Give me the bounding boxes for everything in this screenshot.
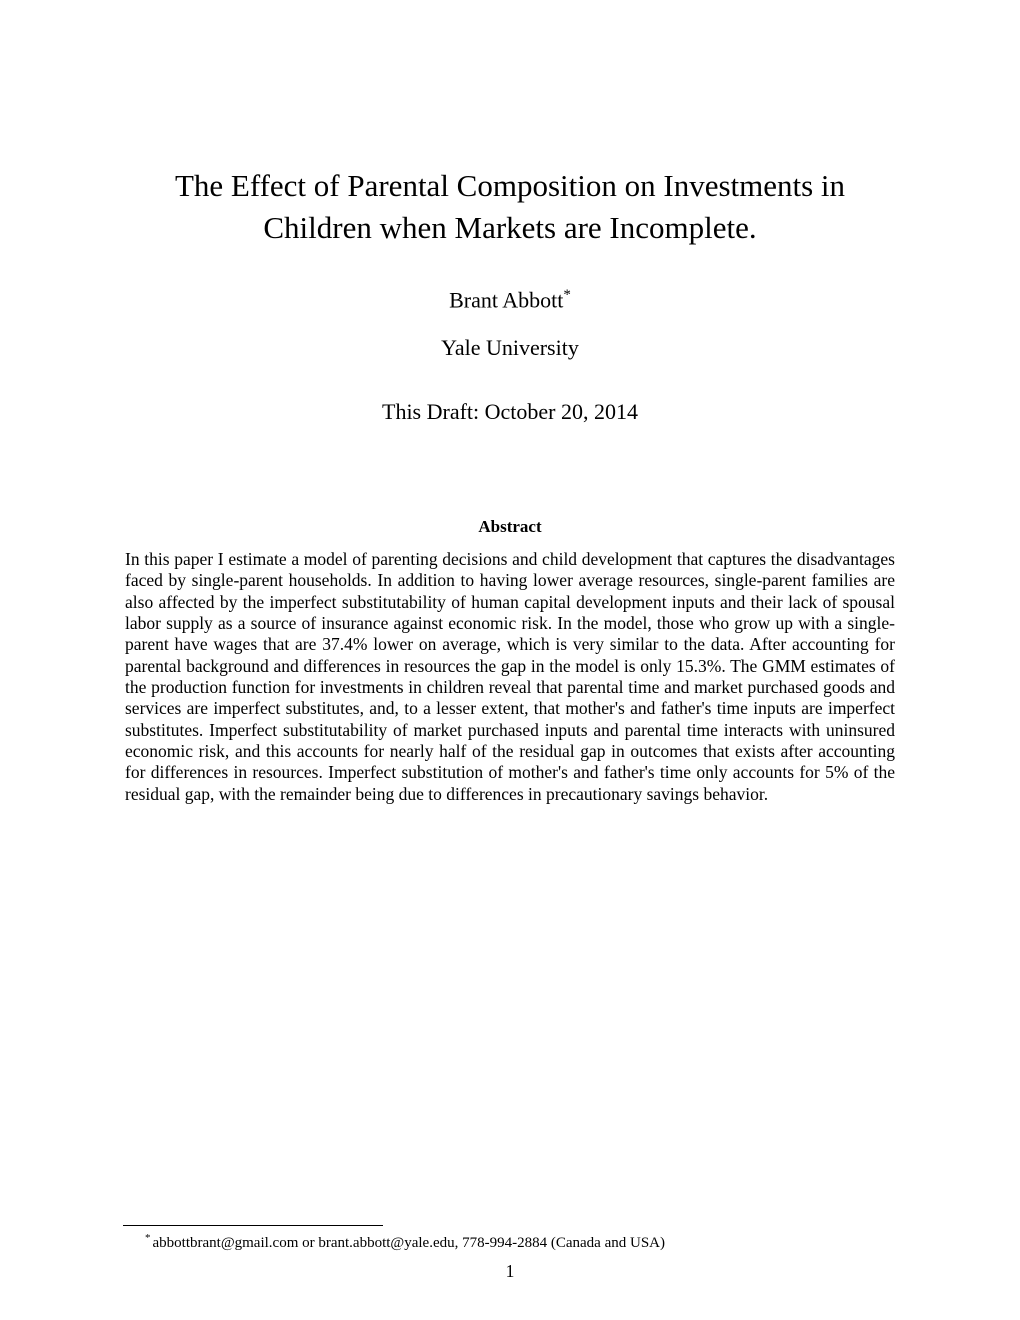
affiliation: Yale University [123, 335, 897, 361]
footnote-marker: * [145, 1232, 151, 1244]
author-footnote-marker: * [563, 287, 571, 303]
footnote-divider [123, 1225, 383, 1226]
abstract-heading: Abstract [123, 517, 897, 537]
footnote-text: abbottbrant@gmail.com or brant.abbott@ya… [153, 1235, 666, 1251]
paper-title: The Effect of Parental Composition on In… [123, 165, 897, 249]
abstract-text: In this paper I estimate a model of pare… [123, 549, 897, 805]
author-name: Brant Abbott [449, 287, 563, 312]
draft-date: This Draft: October 20, 2014 [123, 399, 897, 425]
author-line: Brant Abbott* [123, 287, 897, 313]
footnote: *abbottbrant@gmail.com or brant.abbott@y… [145, 1232, 665, 1252]
page-number: 1 [0, 1261, 1020, 1282]
